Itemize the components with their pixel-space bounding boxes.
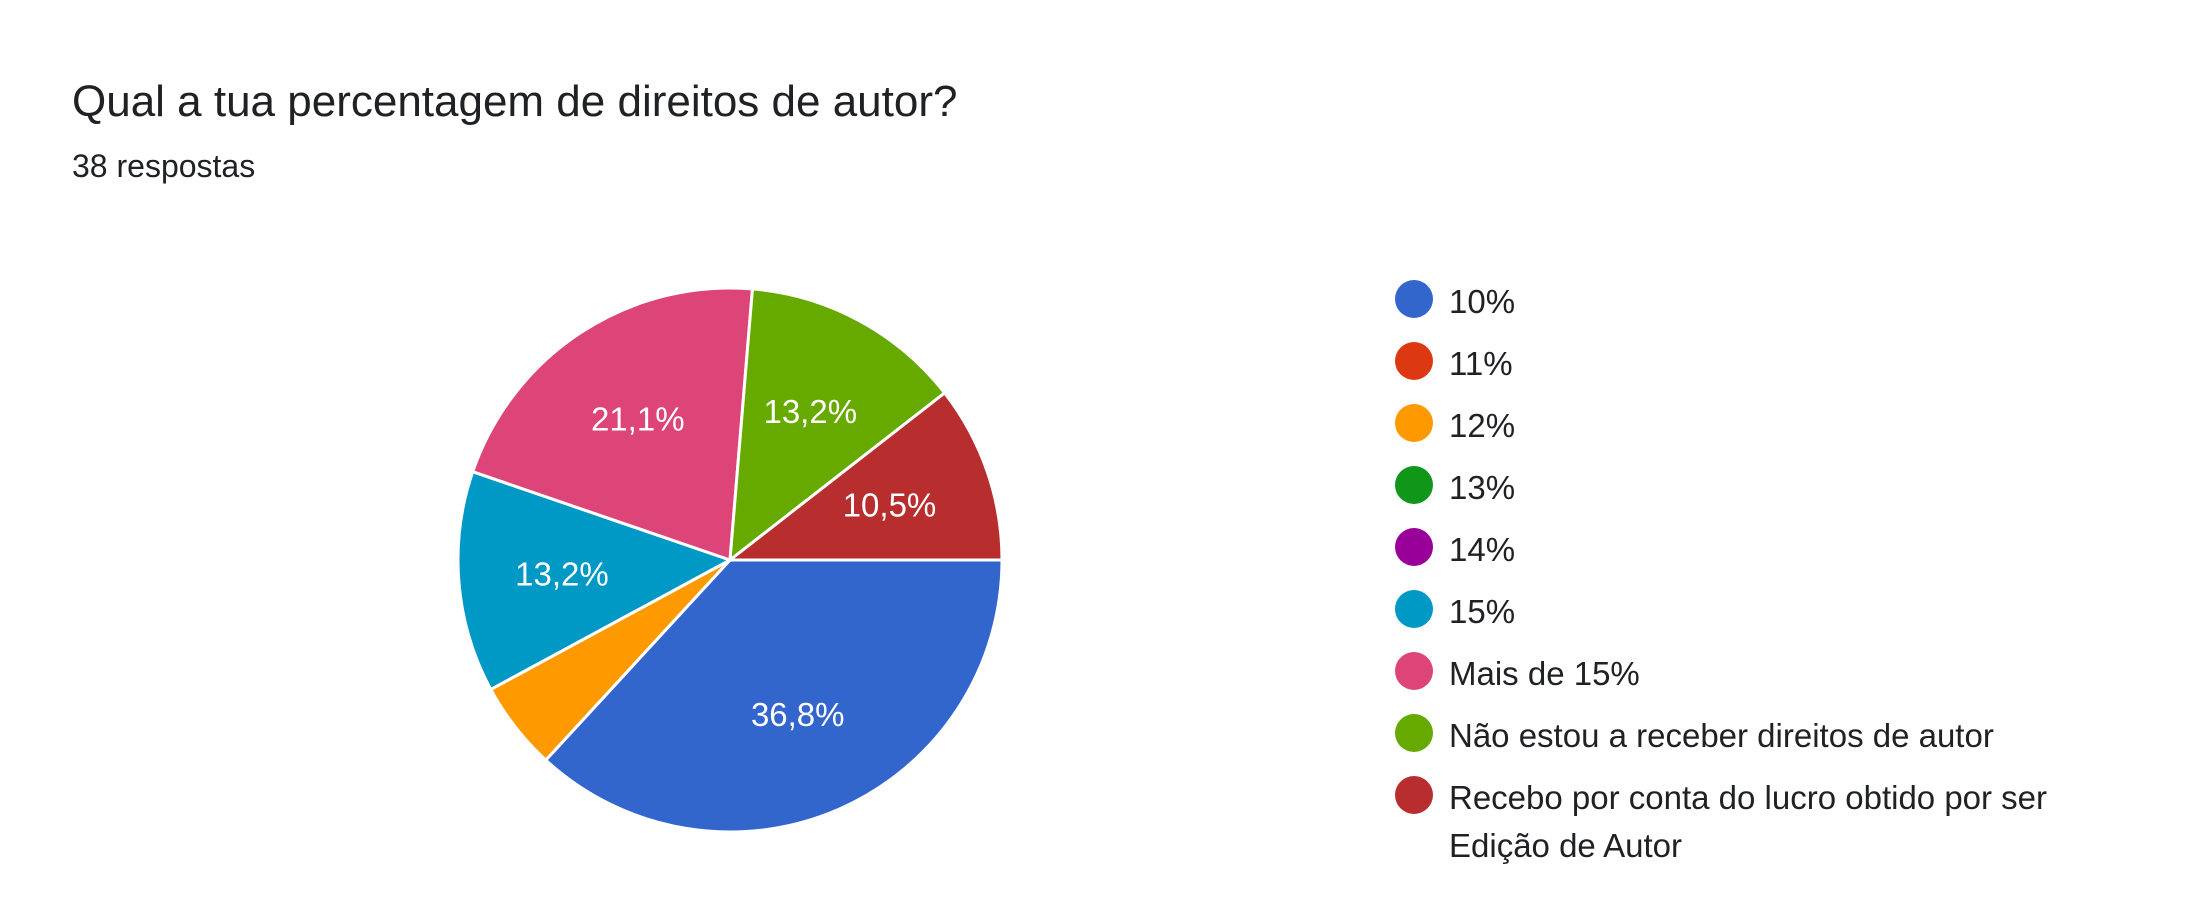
legend-item[interactable]: 13% bbox=[1395, 464, 2095, 512]
legend-swatch bbox=[1395, 404, 1433, 442]
legend-item[interactable]: Não estou a receber direitos de autor bbox=[1395, 712, 2095, 760]
legend-label: 10% bbox=[1449, 283, 1516, 320]
legend-swatch bbox=[1395, 342, 1433, 380]
legend-item[interactable]: 12% bbox=[1395, 402, 2095, 450]
slice-percent-label: 21,1% bbox=[591, 400, 685, 437]
pie-chart: 36,8% 13,2% 21,1% 13,2% 10,5% bbox=[456, 286, 1004, 834]
legend-swatch bbox=[1395, 528, 1433, 566]
legend-item[interactable]: 14% bbox=[1395, 526, 2095, 574]
legend-item[interactable]: 15% bbox=[1395, 588, 2095, 636]
slice-percent-label: 13,2% bbox=[515, 555, 609, 592]
legend-item[interactable]: 10% bbox=[1395, 278, 2095, 326]
pie-slice[interactable] bbox=[456, 469, 734, 692]
legend-label: 12% bbox=[1449, 407, 1516, 444]
legend-swatch bbox=[1395, 466, 1433, 504]
slice-percent-label: 13,2% bbox=[763, 393, 857, 430]
chart-title: Qual a tua percentagem de direitos de au… bbox=[72, 77, 958, 126]
legend-swatch bbox=[1395, 652, 1433, 690]
legend-label: 14% bbox=[1449, 531, 1516, 568]
legend-label: 15% bbox=[1449, 593, 1516, 630]
legend-label: 11% bbox=[1449, 345, 1513, 382]
pie-slice[interactable] bbox=[728, 287, 947, 564]
legend-swatch bbox=[1395, 280, 1433, 318]
pie-slice[interactable] bbox=[543, 558, 1004, 834]
slice-percent-label: 36,8% bbox=[751, 696, 845, 733]
legend-label: Recebo por conta do lucro obtido por ser… bbox=[1449, 779, 2048, 864]
legend-label: Mais de 15% bbox=[1449, 655, 1640, 692]
response-count: 38 respostas bbox=[72, 148, 256, 184]
legend-item[interactable]: 11% bbox=[1395, 340, 2095, 388]
legend-label: 13% bbox=[1449, 469, 1516, 506]
chart-legend: 10% 11% 12% 13% 14% 15% Mais de 15% Não … bbox=[1395, 278, 2095, 884]
legend-swatch bbox=[1395, 590, 1433, 628]
legend-swatch bbox=[1395, 776, 1433, 814]
slice-percent-label: 10,5% bbox=[843, 487, 937, 524]
legend-item[interactable]: Recebo por conta do lucro obtido por ser… bbox=[1395, 774, 2095, 870]
legend-item[interactable]: Mais de 15% bbox=[1395, 650, 2095, 698]
pie-slice[interactable] bbox=[725, 390, 1004, 562]
legend-label: Não estou a receber direitos de autor bbox=[1449, 717, 1994, 754]
legend-swatch bbox=[1395, 714, 1433, 752]
pie-slice[interactable] bbox=[470, 286, 755, 563]
